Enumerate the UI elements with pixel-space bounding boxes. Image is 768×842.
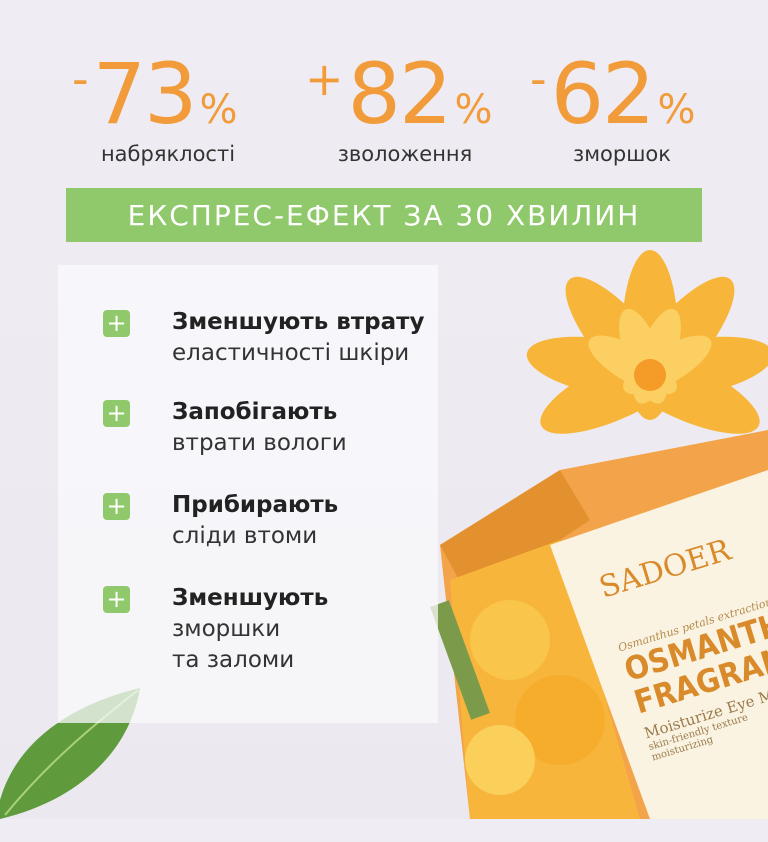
flower	[526, 250, 768, 434]
stat: -62%	[530, 45, 696, 143]
stat: +82%	[305, 45, 492, 143]
benefit-line: сліди втоми	[172, 523, 318, 549]
benefit-line: та заломи	[172, 647, 295, 673]
benefit: Зменшують зморшки та заломи	[172, 583, 328, 676]
benefit: Зменшують втрату еластичності шкіри	[172, 307, 424, 369]
benefit: Прибирають сліди втоми	[172, 490, 338, 552]
decor	[0, 250, 768, 819]
stat-label: зморшок	[573, 142, 671, 166]
benefit-line: втрати вологи	[172, 430, 347, 456]
banner: ЕКСПРЕС-ЕФЕКТ ЗА 30 ХВИЛИН	[66, 188, 702, 242]
page: ЕКСПРЕС-ЕФЕКТ ЗА 30 ХВИЛИН -73% набряклос…	[0, 0, 768, 819]
benefit: Запобігають втрати вологи	[172, 397, 347, 459]
benefit-line: Зменшують втрату	[172, 309, 425, 335]
stat-unit: %	[454, 87, 493, 133]
benefit-line: еластичності шкіри	[172, 340, 410, 366]
stat-number: 62	[550, 45, 656, 143]
stat-label: набряклості	[100, 142, 236, 166]
benefit-line: зморшки	[172, 616, 281, 642]
plus-icon: +	[103, 586, 130, 613]
stat-number: 73	[92, 45, 198, 143]
stat-sign: +	[305, 52, 344, 106]
stat-number: 82	[347, 45, 453, 143]
stat: -73%	[72, 45, 238, 143]
benefit-line: Запобігають	[172, 399, 338, 425]
benefit-line: Зменшують	[172, 585, 329, 611]
stat-sign: -	[530, 52, 547, 106]
stat-label: зволоження	[337, 142, 473, 166]
plus-icon: +	[103, 493, 130, 520]
stat-unit: %	[199, 87, 238, 133]
plus-icon: +	[103, 400, 130, 427]
stat-unit: %	[657, 87, 696, 133]
plus-icon: +	[103, 310, 130, 337]
stat-sign: -	[72, 52, 89, 106]
benefit-line: Прибирають	[172, 492, 339, 518]
product-box	[430, 430, 768, 819]
